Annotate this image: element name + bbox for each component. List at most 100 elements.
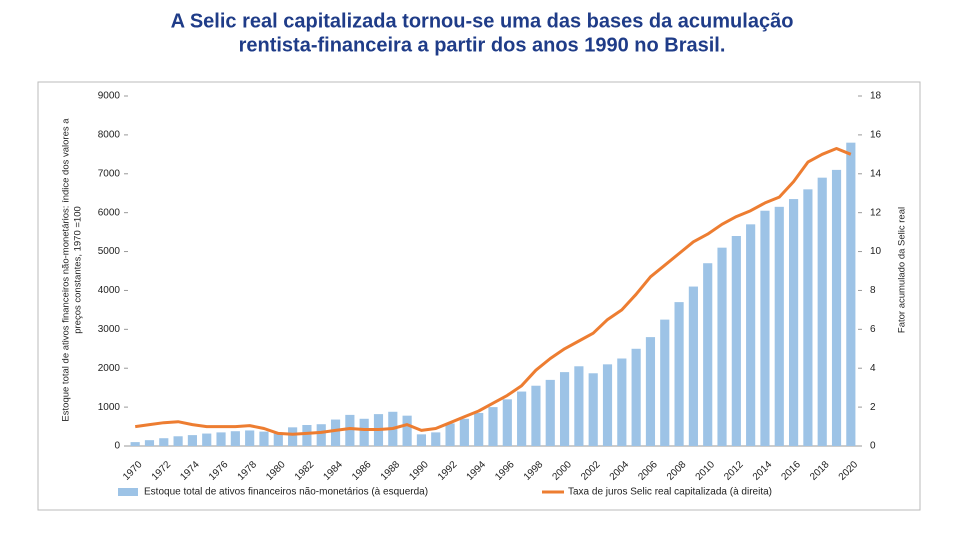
x-tick-label: 2018 [808,459,832,483]
bar [144,440,155,446]
y-tick-label: 3000 [98,324,121,335]
bar [703,263,713,446]
bar [531,385,541,446]
bar [602,364,613,446]
x-tick-label: 1980 [264,459,288,483]
y2-tick-label: 16 [870,130,882,141]
x-tick-label: 1990 [407,459,431,483]
x-tick-label: 2002 [579,459,603,483]
bar [545,379,555,446]
bar [474,412,484,446]
x-tick-label: 1994 [465,459,489,483]
bar [431,432,441,446]
bar [230,431,240,446]
x-tick-label: 1986 [350,459,374,483]
x-tick-label: 1972 [150,459,174,483]
y2-tick-label: 18 [870,91,882,102]
y2-tick-label: 14 [870,168,882,179]
bar [173,436,183,446]
y-tick-label: 0 [114,441,120,452]
bar [445,423,455,446]
x-tick-label: 2020 [837,459,861,483]
x-tick-label: 2010 [694,459,718,483]
y2-tick-label: 12 [870,207,882,218]
bar [831,169,842,446]
bar [717,247,727,446]
bar [202,433,212,446]
x-tick-label: 2006 [636,459,660,483]
bar [216,432,226,446]
bar [631,348,641,446]
bar [402,415,412,446]
bar [645,337,656,446]
bar [803,189,813,447]
bar [817,177,827,446]
legend-label: Taxa de juros Selic real capitalizada (à… [568,487,772,498]
bar [517,391,527,446]
y2-axis-title: Fator acumulado da Selic real [897,207,908,333]
bar [789,199,799,446]
y-tick-label: 4000 [98,285,121,296]
line [134,147,852,436]
bar [130,442,140,446]
legend-swatch [118,488,138,496]
bar [746,224,756,446]
bar [259,431,269,446]
x-tick-label: 2004 [608,459,632,483]
bar [359,418,369,446]
bar [159,438,169,446]
bar [416,434,427,446]
chart-title: A Selic real capitalizada tornou-se uma … [171,10,794,32]
bar [245,430,255,446]
y-tick-label: 2000 [98,363,121,374]
x-tick-label: 1970 [121,459,145,483]
y2-tick-label: 6 [870,324,876,335]
y2-tick-label: 8 [870,285,876,296]
chart-frame [37,81,921,511]
bar [774,206,784,446]
y-tick-label: 5000 [98,246,121,257]
bar [559,372,570,446]
bar [574,366,584,446]
x-tick-label: 2014 [751,459,775,483]
x-tick-label: 1998 [522,459,546,483]
y-tick-label: 6000 [98,207,121,218]
y-tick-label: 8000 [98,130,121,141]
y-axis-title: Estoque total de ativos financeiros não-… [61,118,84,422]
x-tick-label: 1992 [436,459,460,483]
bar [760,210,770,446]
bar [617,358,627,446]
bar [316,424,326,446]
y-axis-title-line: preços constantes, 1970 =100 [73,206,84,334]
legend-label: Estoque total de ativos financeiros não-… [144,487,428,498]
bar [330,419,341,446]
y2-tick-label: 10 [870,246,882,257]
bar [731,236,741,446]
x-tick-label: 1984 [321,459,345,483]
x-tick-label: 1982 [293,459,317,483]
bar [502,399,512,446]
y-tick-label: 1000 [98,402,121,413]
y2-tick-label: 2 [870,402,876,413]
x-tick-label: 1974 [178,459,202,483]
chart-title: rentista-financeira a partir dos anos 19… [239,34,726,56]
bar [459,418,469,446]
bar [588,373,598,446]
x-tick-label: 2012 [722,459,746,483]
x-tick-label: 1988 [379,459,403,483]
bar [674,302,684,446]
x-tick-label: 1996 [493,459,517,483]
bar [846,142,856,446]
x-tick-label: 2000 [550,459,574,483]
x-tick-label: 1976 [207,459,231,483]
bar [345,414,355,446]
bar [488,407,498,446]
y2-tick-label: 4 [870,363,876,374]
bar [273,432,283,446]
bar [187,435,197,446]
y-tick-label: 7000 [98,168,121,179]
x-tick-label: 2008 [665,459,689,483]
y2-tick-label: 0 [870,441,876,452]
bar [302,425,312,446]
bar [660,319,670,446]
